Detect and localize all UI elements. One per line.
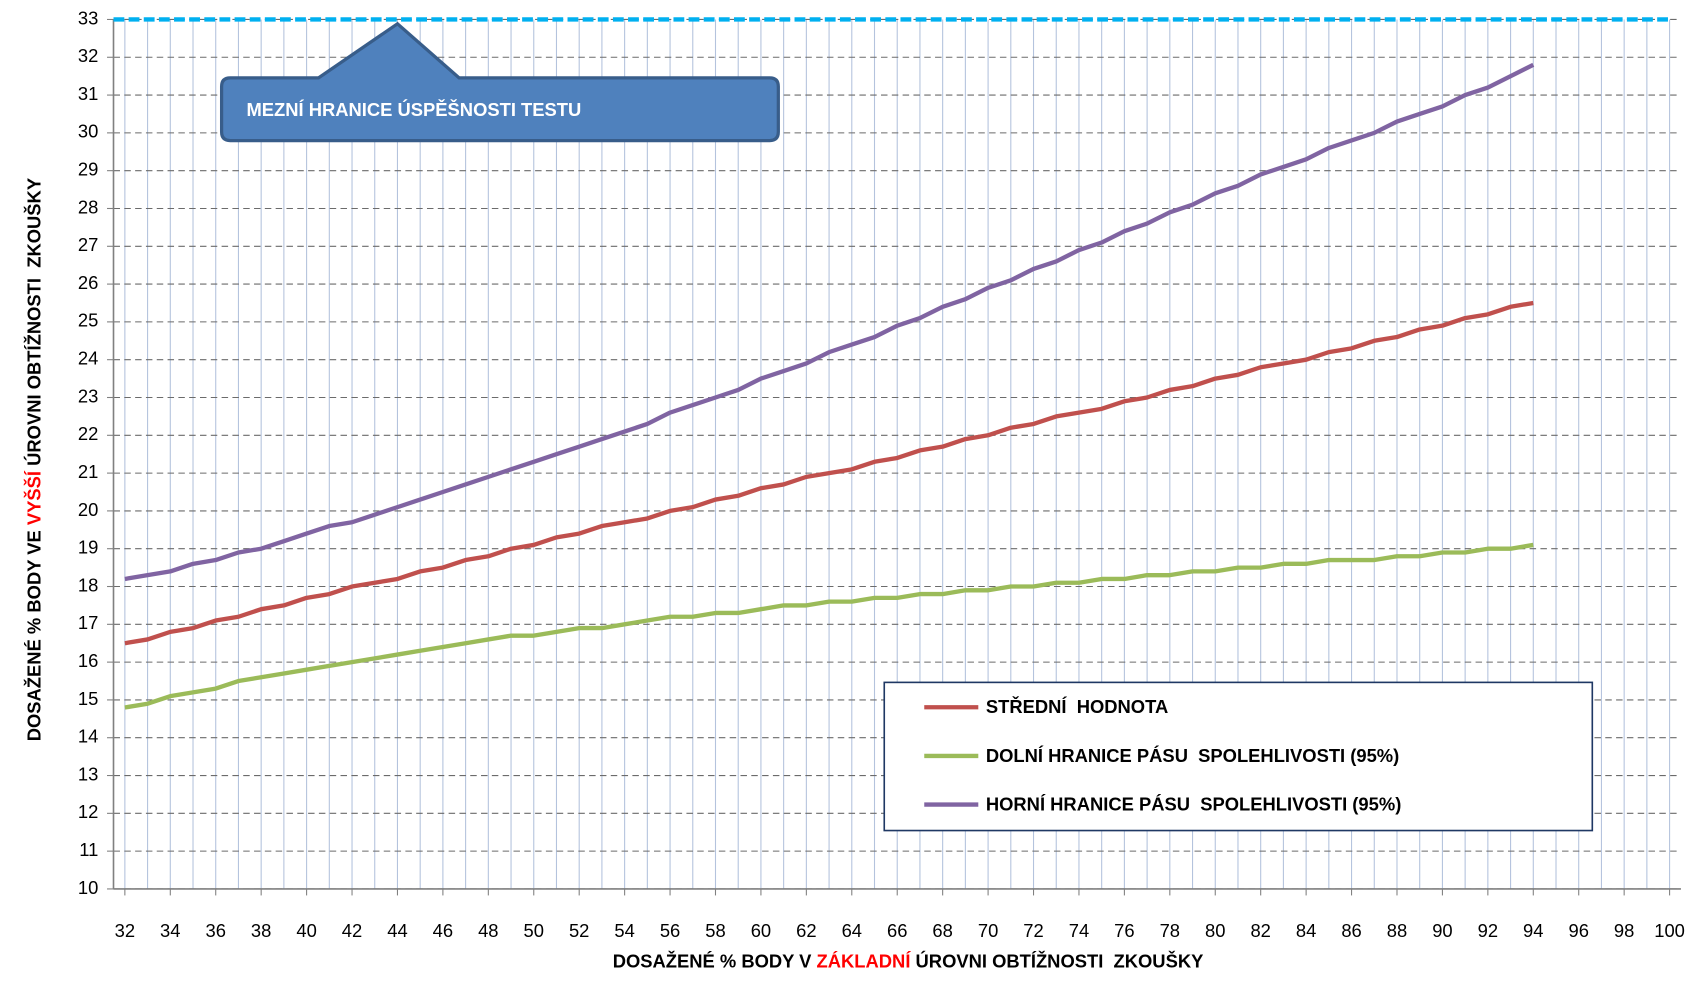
x-tick-label: 58 bbox=[705, 920, 725, 941]
x-tick-label: 80 bbox=[1205, 920, 1225, 941]
x-tick-label: 86 bbox=[1341, 920, 1361, 941]
y-tick-label: 21 bbox=[78, 461, 98, 482]
x-tick-label: 72 bbox=[1023, 920, 1043, 941]
x-tick-label: 48 bbox=[478, 920, 498, 941]
y-axis-title: DOSAŽENÉ % BODY VE VYŠŠÍ ÚROVNI OBTÍŽNOS… bbox=[24, 178, 45, 741]
y-tick-label: 17 bbox=[78, 612, 98, 633]
x-tick-label: 76 bbox=[1114, 920, 1134, 941]
legend-box bbox=[883, 681, 1594, 832]
x-tick-label: 42 bbox=[342, 920, 362, 941]
overlay: MEZNÍ HRANICE ÚSPĚŠNOSTI TESTU STŘEDNÍ HO… bbox=[113, 17, 1668, 832]
x-tick-label: 62 bbox=[796, 920, 816, 941]
x-tick-label: 44 bbox=[387, 920, 407, 941]
legend-label: STŘEDNÍ HODNOTA bbox=[986, 696, 1168, 717]
x-tick-label: 90 bbox=[1432, 920, 1452, 941]
y-tick-label: 22 bbox=[78, 423, 98, 444]
y-tick-label: 19 bbox=[78, 537, 98, 558]
x-tick-label: 70 bbox=[978, 920, 998, 941]
y-tick-label: 16 bbox=[78, 650, 98, 671]
x-tick-label: 88 bbox=[1387, 920, 1407, 941]
annotation-text: MEZNÍ HRANICE ÚSPĚŠNOSTI TESTU bbox=[246, 99, 581, 120]
legend-label: HORNÍ HRANICE PÁSU SPOLEHLIVOSTI (95%) bbox=[986, 794, 1401, 815]
y-tick-label: 10 bbox=[78, 877, 98, 898]
y-tick-label: 25 bbox=[78, 310, 98, 331]
y-tick-label: 24 bbox=[78, 348, 98, 369]
y-tick-label: 18 bbox=[78, 574, 98, 595]
legend-label: DOLNÍ HRANICE PÁSU SPOLEHLIVOSTI (95%) bbox=[986, 745, 1399, 766]
x-tick-label: 78 bbox=[1160, 920, 1180, 941]
x-tick-label: 74 bbox=[1069, 920, 1089, 941]
y-tick-label: 23 bbox=[78, 385, 98, 406]
x-tick-label: 94 bbox=[1523, 920, 1543, 941]
x-tick-label: 38 bbox=[251, 920, 271, 941]
y-axis-title-part: VYŠŠÍ bbox=[24, 470, 45, 525]
x-tick-label: 92 bbox=[1478, 920, 1498, 941]
y-tick-label: 32 bbox=[78, 45, 98, 66]
y-tick-label: 13 bbox=[78, 763, 98, 784]
y-tick-label: 20 bbox=[78, 499, 98, 520]
x-tick-label: 50 bbox=[524, 920, 544, 941]
y-tick-label: 28 bbox=[78, 196, 98, 217]
y-tick-label: 31 bbox=[78, 83, 98, 104]
x-tick-label: 64 bbox=[842, 920, 862, 941]
annotation-callout bbox=[219, 21, 780, 143]
x-tick-label: 54 bbox=[614, 920, 634, 941]
x-axis-title-part: ZÁKLADNÍ bbox=[817, 950, 912, 971]
x-axis-title-part: ÚROVNI OBTÍŽNOSTI ZKOUŠKY bbox=[910, 950, 1203, 971]
x-tick-label: 40 bbox=[296, 920, 316, 941]
y-tick-label: 15 bbox=[78, 688, 98, 709]
y-tick-label: 14 bbox=[78, 726, 98, 747]
y-tick-label: 30 bbox=[78, 121, 98, 142]
x-tick-label: 36 bbox=[206, 920, 226, 941]
x-axis-title-part: DOSAŽENÉ % BODY V bbox=[613, 950, 817, 971]
series-line bbox=[124, 542, 1534, 710]
x-tick-label: 56 bbox=[660, 920, 680, 941]
x-tick-label: 96 bbox=[1568, 920, 1588, 941]
y-tick-label: 12 bbox=[78, 801, 98, 822]
x-tick-label: 68 bbox=[932, 920, 952, 941]
y-tick-label: 33 bbox=[78, 7, 98, 28]
x-axis-title: DOSAŽENÉ % BODY V ZÁKLADNÍ ÚROVNI OBTÍŽN… bbox=[613, 950, 1204, 971]
x-tick-label: 32 bbox=[115, 920, 135, 941]
x-tick-label: 82 bbox=[1250, 920, 1270, 941]
y-tick-label: 29 bbox=[78, 159, 98, 180]
y-axis-title-part: ÚROVNI OBTÍŽNOSTI ZKOUŠKY bbox=[24, 178, 45, 471]
y-axis-title-part: DOSAŽENÉ % BODY VE bbox=[24, 525, 45, 741]
x-tick-label: 60 bbox=[751, 920, 771, 941]
x-tick-label: 34 bbox=[160, 920, 180, 941]
x-tick-label: 66 bbox=[887, 920, 907, 941]
series-line bbox=[124, 62, 1535, 582]
y-tick-label: 11 bbox=[79, 839, 98, 860]
y-tick-label: 27 bbox=[78, 234, 98, 255]
x-tick-label: 52 bbox=[569, 920, 589, 941]
x-tick-label: 98 bbox=[1614, 920, 1634, 941]
plot bbox=[124, 62, 1535, 710]
y-tick-label: 26 bbox=[78, 272, 98, 293]
x-tick-label: 84 bbox=[1296, 920, 1316, 941]
series-line bbox=[124, 300, 1534, 646]
x-tick-label: 100 bbox=[1654, 920, 1685, 941]
x-tick-label: 46 bbox=[433, 920, 453, 941]
